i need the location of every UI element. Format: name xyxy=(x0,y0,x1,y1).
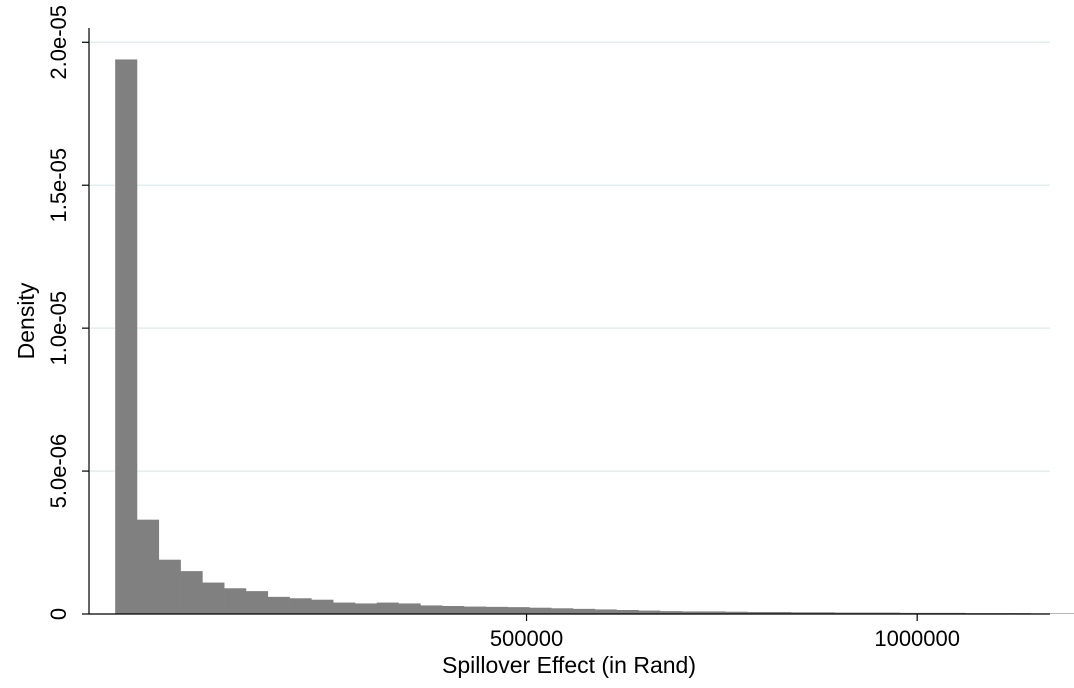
histogram-bar-32 xyxy=(812,612,835,614)
histogram-bar-35 xyxy=(878,612,901,614)
y-tick-label-0: 0 xyxy=(46,608,71,620)
histogram-bar-31 xyxy=(790,612,814,614)
histogram-bar-20 xyxy=(551,608,574,614)
histogram-bar-25 xyxy=(660,611,683,614)
histogram-bar-15 xyxy=(442,605,465,614)
histogram-bar-27 xyxy=(703,611,726,614)
histogram-bar-24 xyxy=(638,610,661,614)
y-tick-label-2: 1.0e-05 xyxy=(46,291,71,366)
histogram-bar-43 xyxy=(1052,613,1074,614)
histogram-bar-6 xyxy=(245,591,269,614)
x-axis-title: Spillover Effect (in Rand) xyxy=(442,652,696,678)
y-axis-ticks: 0 5.0e-06 1.0e-05 1.5e-05 2.0e-05 xyxy=(46,5,89,620)
y-tick-label-4: 2.0e-05 xyxy=(46,5,71,80)
histogram-bar-17 xyxy=(485,606,508,614)
histogram-bar-4 xyxy=(202,582,225,614)
histogram-bars xyxy=(115,59,1074,614)
histogram-bar-28 xyxy=(725,611,748,614)
histogram-bar-1 xyxy=(136,519,160,614)
histogram-bar-16 xyxy=(463,606,487,614)
histogram-bar-10 xyxy=(333,602,356,614)
histogram-bar-21 xyxy=(572,608,596,614)
histogram-bar-22 xyxy=(594,609,617,614)
histogram-bar-29 xyxy=(747,611,770,614)
x-axis-ticks: 500000 1000000 xyxy=(490,614,960,651)
x-tick-label-1: 1000000 xyxy=(874,626,960,651)
histogram-bar-12 xyxy=(376,602,399,614)
histogram-bar-5 xyxy=(224,588,247,614)
histogram-bar-30 xyxy=(769,611,792,614)
histogram-bar-13 xyxy=(398,603,421,614)
grid-lines xyxy=(90,41,1050,472)
histogram-bar-33 xyxy=(834,612,857,614)
y-tick-label-3: 1.5e-05 xyxy=(46,148,71,223)
histogram-bar-19 xyxy=(529,607,552,614)
histogram-bar-7 xyxy=(267,596,290,614)
histogram-bar-8 xyxy=(289,598,312,614)
histogram-bar-18 xyxy=(507,607,530,614)
y-axis-title: Density xyxy=(13,282,39,359)
histogram-bar-11 xyxy=(354,603,378,614)
histogram-bar-23 xyxy=(616,609,639,614)
histogram-bar-26 xyxy=(681,611,705,614)
histogram-bar-0 xyxy=(115,59,138,614)
histogram-bar-2 xyxy=(158,559,181,614)
histogram-bar-14 xyxy=(420,605,443,614)
histogram-bar-9 xyxy=(311,599,334,614)
x-tick-label-0: 500000 xyxy=(490,626,563,651)
histogram-bar-3 xyxy=(180,571,203,614)
y-tick-label-1: 5.0e-06 xyxy=(46,434,71,509)
histogram-bar-34 xyxy=(856,612,879,614)
